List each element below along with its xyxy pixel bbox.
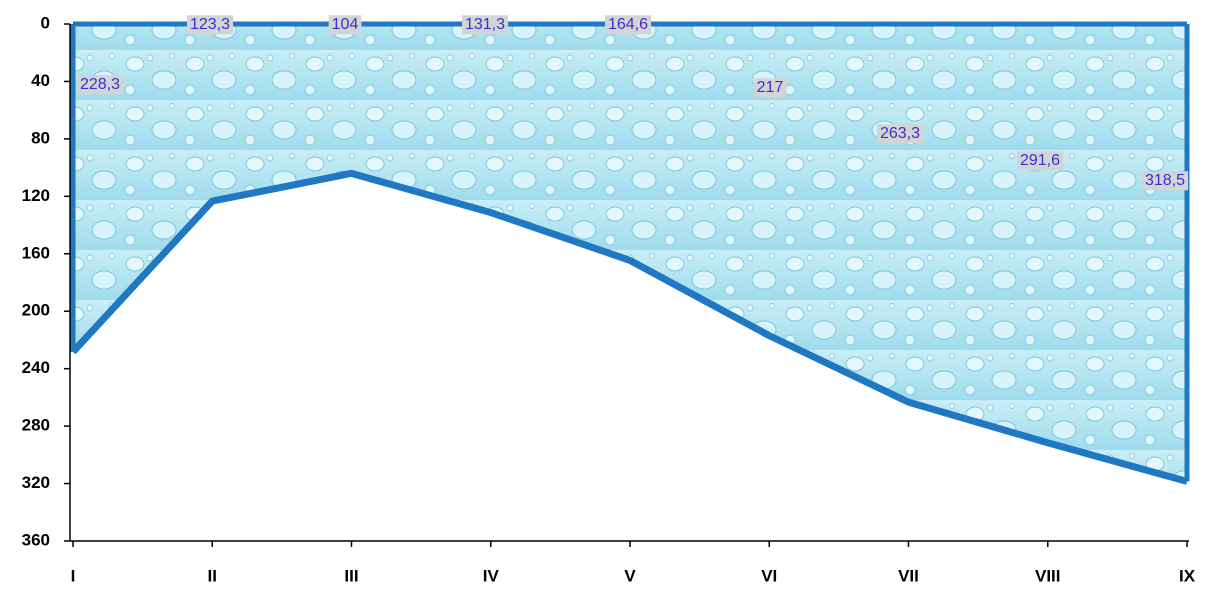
x-tick-label: II: [208, 566, 217, 585]
x-tick-label: IV: [483, 566, 500, 585]
y-tick-label: 360: [22, 530, 50, 549]
data-label: 104: [332, 16, 359, 33]
y-tick-label: 320: [22, 473, 50, 492]
chart: 228,3 123,3 104 131,3 164,6 217 263,3 291,6 318,…: [0, 0, 1209, 589]
x-tick-label: IX: [1179, 566, 1196, 585]
x-tick-label: VII: [898, 566, 919, 585]
data-label: 228,3: [80, 76, 120, 93]
y-tick-label: 0: [41, 13, 50, 32]
x-tick-label: V: [624, 566, 636, 585]
data-label: 123,3: [190, 16, 230, 33]
y-tick-label: 200: [22, 301, 50, 320]
x-tick-label: VIII: [1035, 566, 1061, 585]
data-label: 164,6: [608, 16, 648, 33]
y-tick-label: 40: [31, 71, 50, 90]
x-tick-label: VI: [761, 566, 777, 585]
data-label: 291,6: [1020, 152, 1060, 169]
x-tick-label: III: [344, 566, 358, 585]
y-tick-label: 280: [22, 416, 50, 435]
data-label: 263,3: [880, 125, 920, 142]
y-tick-label: 160: [22, 243, 50, 262]
data-label: 217: [757, 79, 784, 96]
y-tick-label: 240: [22, 358, 50, 377]
area-fill: [73, 24, 1187, 481]
y-tick-label: 120: [22, 186, 50, 205]
y-tick-label: 80: [31, 128, 50, 147]
data-label: 318,5: [1145, 172, 1185, 189]
data-label: 131,3: [465, 16, 505, 33]
x-tick-label: I: [71, 566, 76, 585]
